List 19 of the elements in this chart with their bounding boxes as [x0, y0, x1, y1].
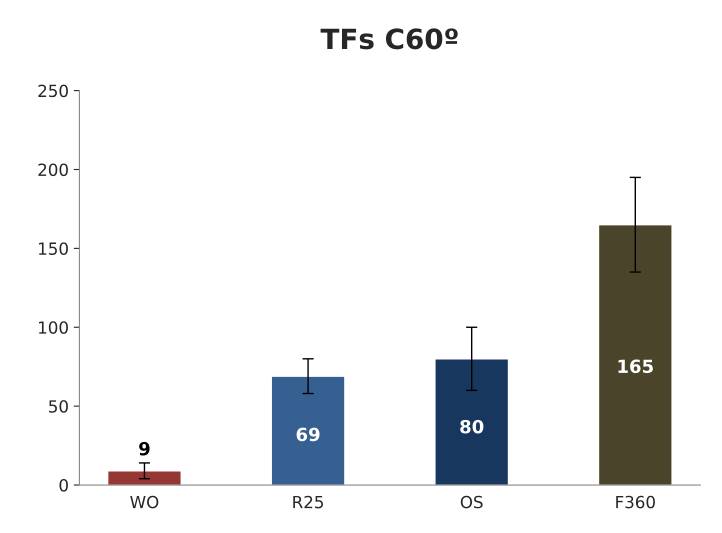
bar	[434, 358, 510, 486]
data-label: 165	[618, 359, 653, 374]
data-label: 9	[139, 442, 150, 456]
y-tick-label: 250	[38, 84, 68, 98]
y-tick-label: 50	[49, 400, 68, 413]
y-tick-label: 0	[60, 478, 68, 492]
y-tick-label: 200	[38, 163, 68, 176]
data-label: 69	[296, 428, 320, 442]
bar	[598, 224, 673, 486]
bar	[106, 470, 182, 486]
x-tick-label: WO	[130, 496, 158, 508]
x-tick-label: R25	[293, 496, 324, 508]
y-tick-label: 150	[39, 242, 68, 255]
y-tick-label: 100	[39, 321, 68, 334]
bar	[270, 375, 346, 486]
data-label: 80	[460, 420, 484, 434]
x-tick-label: F360	[616, 496, 655, 508]
x-tick-label: OS	[460, 496, 483, 508]
chart-title: TFs C60º	[320, 28, 458, 50]
